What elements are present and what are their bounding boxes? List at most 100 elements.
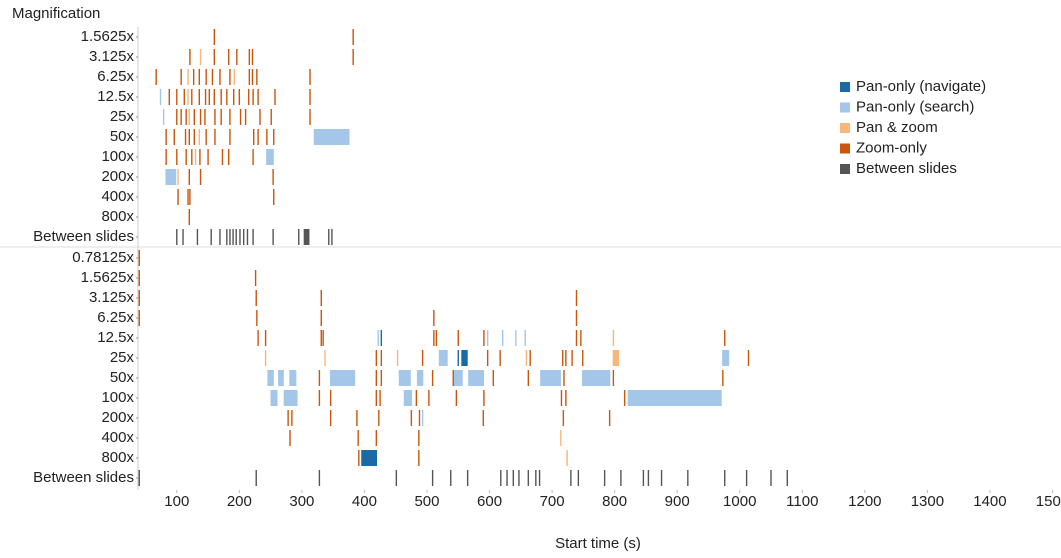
event: [320, 310, 322, 326]
event: [375, 430, 378, 446]
event: [138, 250, 140, 266]
event: [515, 330, 517, 346]
event: [205, 129, 207, 145]
event: [254, 270, 257, 286]
event: [239, 229, 241, 245]
event: [418, 450, 420, 466]
event: [238, 89, 241, 105]
event: [251, 69, 254, 85]
event: [255, 470, 257, 486]
event: [155, 69, 157, 85]
event: [207, 149, 209, 165]
event: [252, 89, 254, 105]
event: [199, 149, 201, 165]
event: [266, 129, 268, 145]
event: [176, 149, 178, 165]
x-tick-label: 400: [352, 493, 377, 510]
event: [466, 470, 469, 486]
event: [213, 49, 216, 65]
event: [180, 109, 182, 125]
event: [786, 470, 788, 486]
event: [318, 390, 321, 406]
row-label: 6.25x: [97, 68, 134, 85]
event: [188, 129, 190, 145]
event: [298, 229, 300, 245]
event: [627, 390, 722, 406]
event: [199, 109, 202, 125]
event: [562, 350, 564, 366]
event: [770, 470, 772, 486]
event: [535, 470, 537, 486]
event: [331, 229, 333, 245]
event: [243, 229, 245, 245]
event: [272, 229, 274, 245]
event: [309, 109, 311, 125]
event: [198, 69, 200, 85]
event: [582, 370, 611, 386]
event: [352, 49, 354, 65]
row-label: 800x: [101, 449, 134, 466]
row-label: 200x: [101, 409, 134, 426]
event: [415, 390, 418, 406]
event: [270, 390, 278, 406]
event: [272, 169, 274, 185]
event: [418, 410, 421, 426]
event: [575, 310, 578, 326]
event: [196, 229, 199, 245]
event: [395, 470, 398, 486]
event: [214, 109, 216, 125]
row-label: 50x: [110, 369, 135, 386]
event: [575, 290, 578, 306]
event: [433, 310, 435, 326]
event: [575, 330, 578, 346]
event: [189, 49, 191, 65]
event: [329, 410, 332, 426]
event: [457, 350, 459, 366]
event: [138, 470, 140, 486]
row-label: 400x: [101, 429, 134, 446]
event: [165, 169, 177, 185]
legend-swatch: [840, 82, 850, 92]
event: [176, 89, 178, 105]
event: [264, 330, 267, 346]
event: [435, 330, 438, 346]
event: [235, 229, 237, 245]
event: [566, 450, 568, 466]
event: [187, 69, 189, 85]
event: [185, 149, 187, 165]
event: [356, 410, 358, 426]
event: [309, 89, 311, 105]
event: [205, 69, 207, 85]
event: [577, 470, 580, 486]
event: [745, 470, 748, 486]
event: [320, 330, 322, 346]
x-tick-label: 900: [665, 493, 690, 510]
event: [328, 229, 330, 245]
event: [187, 189, 189, 205]
event: [352, 29, 354, 45]
legend-label: Zoom-only: [856, 139, 927, 156]
event: [229, 109, 231, 125]
event: [233, 69, 236, 85]
event: [453, 370, 463, 386]
event: [246, 229, 249, 245]
event: [608, 410, 611, 426]
event: [189, 189, 191, 205]
row-label: 400x: [101, 188, 134, 205]
x-tick-label: 800: [602, 493, 627, 510]
event: [418, 430, 420, 446]
event: [257, 89, 259, 105]
event: [623, 390, 626, 406]
event: [450, 470, 452, 486]
event: [219, 229, 221, 245]
event: [229, 129, 231, 145]
event: [560, 430, 562, 446]
legend-label: Pan & zoom: [856, 119, 938, 136]
event: [603, 470, 606, 486]
event: [358, 450, 360, 466]
event: [612, 350, 620, 366]
event: [255, 290, 257, 306]
row-label: 100x: [101, 148, 134, 165]
x-tick-label: 600: [477, 493, 502, 510]
event: [273, 189, 275, 205]
